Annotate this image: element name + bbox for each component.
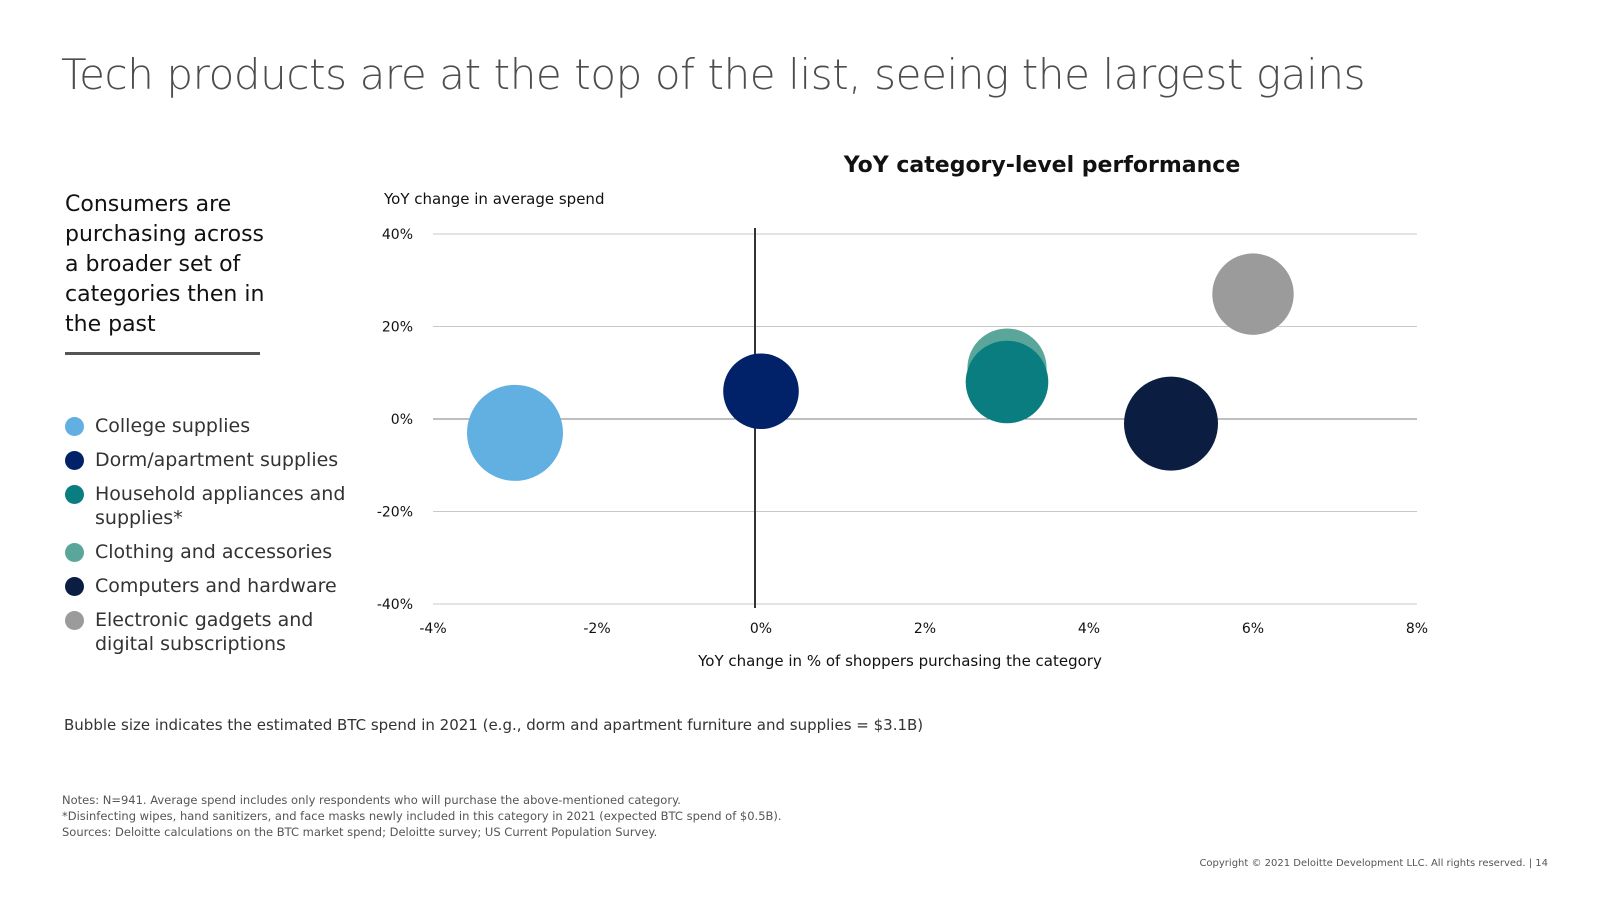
bubble-chart: YoY category-level performance YoY chang… xyxy=(377,153,1428,670)
bubble-electronic-gadgets-and-digital-subscriptions xyxy=(1212,253,1294,335)
copyright-text: Copyright © 2021 Deloitte Development LL… xyxy=(1199,858,1548,869)
bubble-dorm-apartment-supplies xyxy=(723,353,799,430)
key-takeaway: Consumers are purchasing across a broade… xyxy=(65,192,265,337)
slide-title: Tech products are at the top of the list… xyxy=(61,50,1366,99)
x-tick-label: 6% xyxy=(1242,621,1264,637)
legend-swatch xyxy=(65,577,84,596)
legend-label: Household appliances and supplies* xyxy=(95,483,346,529)
x-tick-label: 8% xyxy=(1406,621,1428,637)
legend-label: Clothing and accessories xyxy=(95,541,333,563)
legend-item: College supplies xyxy=(65,414,365,438)
y-tick-label: 20% xyxy=(382,320,413,336)
legend-item: Dorm/apartment supplies xyxy=(65,448,365,472)
y-axis-label: YoY change in average spend xyxy=(383,190,604,208)
legend-item: Clothing and accessories xyxy=(65,540,365,564)
bubble-college-supplies xyxy=(467,384,563,481)
legend-label: Computers and hardware xyxy=(95,575,337,597)
notes-line: Notes: N=941. Average spend includes onl… xyxy=(62,793,681,807)
notes-line: *Disinfecting wipes, hand sanitizers, an… xyxy=(62,809,782,823)
legend-label: Electronic gadgets and digital subscript… xyxy=(95,609,314,655)
x-tick-label: 2% xyxy=(914,621,936,637)
legend-label: Dorm/apartment supplies xyxy=(95,449,339,471)
legend-item: Computers and hardware xyxy=(65,574,365,598)
x-axis-label: YoY change in % of shoppers purchasing t… xyxy=(697,652,1102,670)
legend-label: College supplies xyxy=(95,415,251,437)
bubble-household-appliances-and-supplies xyxy=(965,340,1049,424)
x-tick-label: -4% xyxy=(419,621,446,637)
legend-swatch xyxy=(65,417,84,436)
notes-line: Sources: Deloitte calculations on the BT… xyxy=(62,825,658,839)
chart-title: YoY category-level performance xyxy=(843,153,1241,178)
takeaway-divider xyxy=(65,352,260,355)
legend-swatch xyxy=(65,611,84,630)
legend-swatch xyxy=(65,543,84,562)
bubble-size-note: Bubble size indicates the estimated BTC … xyxy=(64,716,924,734)
x-tick-label: 4% xyxy=(1078,621,1100,637)
legend-swatch xyxy=(65,485,84,504)
y-tick-label: -20% xyxy=(377,505,413,521)
bubble-computers-and-hardware xyxy=(1124,376,1218,471)
notes-block: Notes: N=941. Average spend includes onl… xyxy=(62,792,782,840)
legend-item: Electronic gadgets and digital subscript… xyxy=(65,608,365,656)
legend-item: Household appliances and supplies* xyxy=(65,482,365,530)
y-tick-label: 0% xyxy=(391,412,413,428)
y-tick-label: 40% xyxy=(382,227,413,243)
x-tick-label: -2% xyxy=(583,621,610,637)
chart-legend: College supplies Dorm/apartment supplies… xyxy=(65,414,365,666)
legend-swatch xyxy=(65,451,84,470)
y-tick-label: -40% xyxy=(377,597,413,613)
x-tick-label: 0% xyxy=(750,621,772,637)
